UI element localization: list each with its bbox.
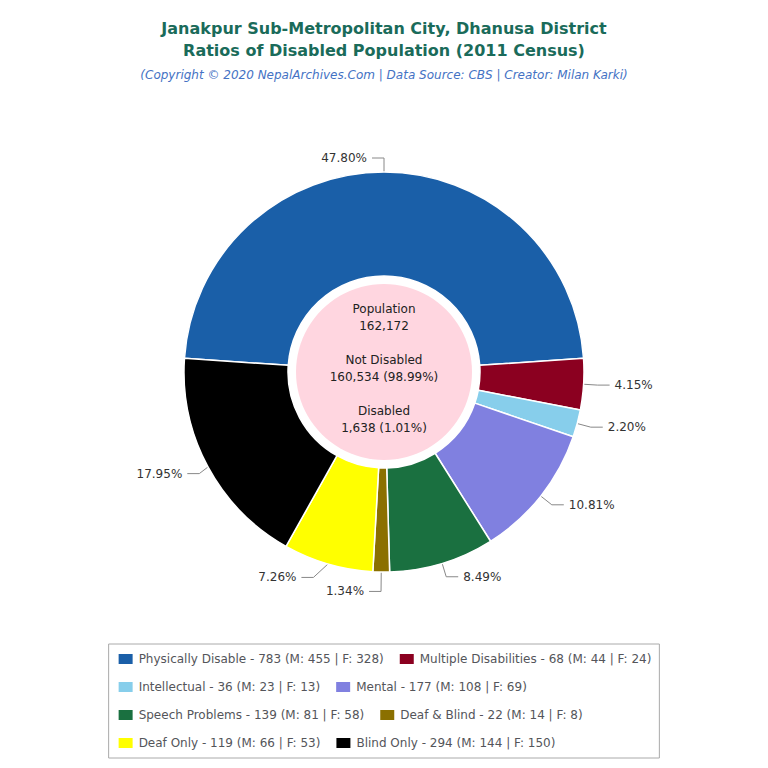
svg-text:162,172: 162,172 [359, 319, 409, 333]
svg-text:1,638 (1.01%): 1,638 (1.01%) [341, 421, 427, 435]
svg-text:(Copyright © 2020 NepalArchive: (Copyright © 2020 NepalArchives.Com | Da… [140, 68, 627, 82]
svg-text:47.80%: 47.80% [321, 151, 367, 165]
svg-text:Deaf & Blind - 22 (M: 14 | F:: Deaf & Blind - 22 (M: 14 | F: 8) [400, 708, 582, 722]
svg-text:Mental - 177 (M: 108 | F: 69): Mental - 177 (M: 108 | F: 69) [356, 680, 527, 694]
svg-text:Intellectual - 36 (M: 23 | F:: Intellectual - 36 (M: 23 | F: 13) [139, 680, 321, 694]
svg-text:7.26%: 7.26% [258, 570, 296, 584]
svg-text:Not Disabled: Not Disabled [346, 353, 423, 367]
svg-text:Disabled: Disabled [358, 404, 410, 418]
svg-text:Ratios of Disabled Population: Ratios of Disabled Population (2011 Cens… [183, 41, 585, 60]
svg-text:10.81%: 10.81% [569, 498, 615, 512]
svg-text:Multiple Disabilities - 68 (M:: Multiple Disabilities - 68 (M: 44 | F: 2… [420, 652, 652, 666]
svg-text:Population: Population [352, 302, 415, 316]
svg-text:Physically Disable - 783 (M: 4: Physically Disable - 783 (M: 455 | F: 32… [139, 652, 384, 666]
svg-text:Janakpur Sub-Metropolitan City: Janakpur Sub-Metropolitan City, Dhanusa … [160, 19, 607, 38]
svg-text:Blind Only - 294 (M: 144 | F:: Blind Only - 294 (M: 144 | F: 150) [356, 736, 555, 750]
svg-text:8.49%: 8.49% [463, 570, 501, 584]
svg-text:160,534 (98.99%): 160,534 (98.99%) [330, 370, 439, 384]
svg-text:Speech Problems - 139 (M: 81 |: Speech Problems - 139 (M: 81 | F: 58) [139, 708, 365, 722]
svg-text:4.15%: 4.15% [615, 378, 653, 392]
svg-text:17.95%: 17.95% [137, 467, 183, 481]
svg-text:1.34%: 1.34% [326, 584, 364, 598]
svg-text:Deaf Only - 119 (M: 66 | F: 53: Deaf Only - 119 (M: 66 | F: 53) [139, 736, 321, 750]
svg-text:2.20%: 2.20% [608, 420, 646, 434]
